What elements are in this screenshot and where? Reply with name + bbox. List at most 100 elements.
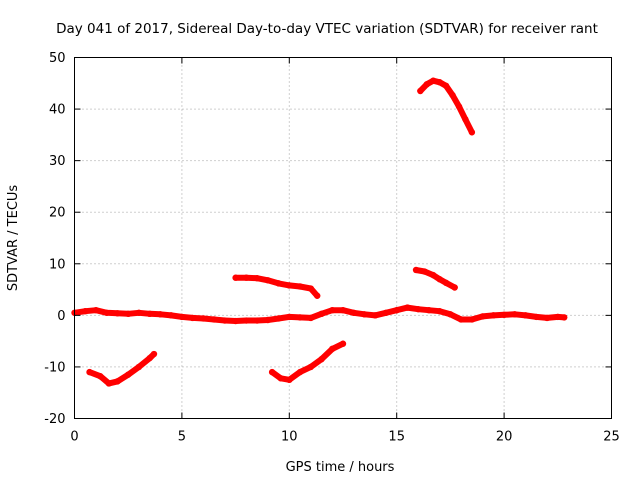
data-point: [178, 313, 186, 321]
series-arc-e: [417, 77, 476, 136]
y-axis-label: SDTVAR / TECUs: [6, 185, 21, 292]
x-tick-label: 5: [178, 430, 186, 445]
data-point: [412, 266, 420, 274]
data-point: [372, 312, 379, 319]
data-point: [307, 285, 314, 292]
data-point: [314, 292, 321, 299]
data-point: [393, 307, 400, 314]
data-point: [307, 314, 314, 322]
series-arc-d: [412, 266, 458, 291]
data-point: [417, 87, 424, 95]
data-point: [421, 268, 428, 275]
data-point: [286, 376, 293, 384]
data-point: [275, 315, 282, 322]
series-arc-c: [232, 274, 321, 299]
y-tick-label: 0: [57, 309, 65, 324]
data-point: [436, 79, 443, 86]
data-point: [511, 311, 519, 318]
data-point: [232, 317, 239, 325]
data-point: [103, 309, 110, 316]
data-point: [210, 316, 218, 323]
data-point: [92, 307, 100, 314]
data-point: [264, 316, 272, 324]
data-point: [232, 274, 239, 281]
data-point: [436, 276, 443, 283]
data-point: [500, 311, 508, 319]
data-point: [436, 308, 443, 315]
y-tick-label: 30: [49, 154, 66, 169]
data-point: [329, 307, 336, 314]
x-tick-label: 20: [496, 430, 513, 445]
data-point: [296, 368, 304, 376]
data-point: [253, 275, 261, 282]
data-point: [264, 277, 272, 284]
data-point: [462, 116, 469, 123]
data-point: [490, 312, 497, 319]
data-point: [468, 316, 476, 323]
data-point: [296, 314, 304, 321]
series-arc-a: [86, 350, 158, 387]
data-point: [125, 371, 132, 378]
data-point: [414, 305, 422, 313]
y-tick-label: 50: [49, 51, 66, 66]
data-point: [150, 350, 158, 358]
data-point: [277, 375, 284, 382]
data-point: [554, 313, 561, 321]
data-point: [114, 378, 121, 385]
data-point: [268, 368, 276, 376]
data-point: [146, 310, 153, 318]
data-point: [296, 283, 304, 290]
data-point: [275, 280, 282, 287]
data-point: [361, 311, 368, 318]
data-point: [189, 314, 196, 322]
data-point: [253, 317, 261, 324]
data-point: [522, 312, 529, 319]
y-tick-label: 40: [49, 103, 66, 118]
data-point: [135, 309, 143, 316]
data-point: [442, 82, 450, 90]
data-point: [125, 310, 132, 318]
tick-labels: 0 5 10 15 20 25 -20 -10 0 10 20 30 40 50: [44, 51, 620, 445]
data-point: [307, 363, 314, 371]
data-point: [455, 103, 463, 110]
x-tick-label: 0: [70, 430, 78, 445]
data-point: [382, 309, 390, 316]
data-point: [339, 307, 347, 314]
data-point: [451, 284, 458, 291]
y-tick-label: -20: [44, 412, 65, 427]
chart-title: Day 041 of 2017, Sidereal Day-to-day VTE…: [56, 21, 598, 37]
data-point: [97, 373, 104, 380]
data-point: [430, 271, 437, 279]
data-point: [146, 354, 153, 362]
x-tick-label: 25: [603, 430, 620, 445]
data-point: [243, 274, 250, 281]
data-point: [114, 310, 121, 317]
data-point: [543, 314, 551, 322]
y-tick-label: -10: [44, 360, 65, 375]
data-point: [423, 81, 430, 88]
tick-marks: [74, 57, 612, 419]
data-point: [243, 317, 250, 324]
data-point: [82, 308, 89, 315]
y-tick-label: 20: [49, 206, 66, 221]
x-tick-label: 15: [388, 430, 405, 445]
data-point: [318, 310, 325, 318]
data-point: [105, 380, 113, 387]
data-point: [447, 311, 454, 318]
series-arc-b: [268, 340, 347, 384]
x-axis-label: GPS time / hours: [286, 460, 395, 475]
data-point: [86, 368, 93, 376]
plot-frame: [74, 57, 612, 419]
data-point: [135, 363, 143, 371]
data-point: [167, 312, 175, 319]
data-point: [286, 313, 293, 321]
data-point: [442, 279, 450, 287]
data-point: [350, 309, 357, 316]
data-point: [430, 77, 437, 84]
x-tick-label: 10: [281, 430, 298, 445]
grid: [74, 57, 612, 419]
data-point: [561, 314, 568, 321]
data-point: [318, 355, 325, 363]
data-point: [286, 282, 293, 289]
